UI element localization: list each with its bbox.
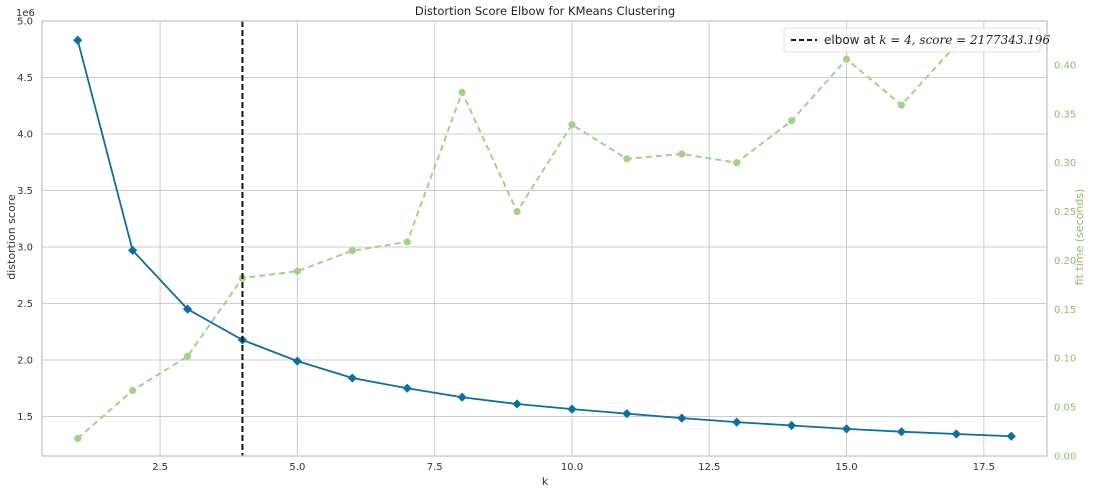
- x-tick-label: 7.5: [427, 462, 443, 473]
- x-tick-label: 2.5: [152, 462, 168, 473]
- y2-tick-label: 0.20: [1054, 256, 1076, 267]
- fit-time-point: [403, 238, 411, 246]
- y2-tick-label: 0.40: [1054, 60, 1076, 71]
- fit-time-point: [842, 55, 851, 63]
- fit-time-point: [678, 150, 686, 158]
- x-tick-label: 15.0: [835, 462, 857, 473]
- fit-time-point: [348, 247, 356, 255]
- y-tick-label: 4.0: [17, 129, 33, 140]
- distortion-point: [182, 304, 193, 314]
- y-tick-label: 2.0: [17, 355, 33, 366]
- distortion-point: [128, 245, 138, 255]
- y2-axis-ticks: 0.00 0.05 0.10 0.15 0.20 0.25 0.30 0.35 0.40: [1054, 60, 1076, 462]
- y-axis-title: distortion score: [5, 194, 18, 280]
- fit-time-point: [74, 434, 82, 443]
- plot-area: [42, 21, 1047, 456]
- y-tick-label: 1.5: [17, 412, 33, 423]
- x-tick-label: 10.0: [561, 462, 583, 473]
- fit-time-point: [293, 267, 301, 275]
- distortion-point: [841, 424, 852, 434]
- x-axis-ticks: 2.5 5.0 7.5 10.0 12.5 15.0 17.5: [152, 462, 995, 473]
- x-tick-label: 5.0: [289, 462, 305, 473]
- fit-time-point: [513, 208, 521, 216]
- fit-time-point: [733, 159, 741, 167]
- y2-tick-label: 0.25: [1054, 207, 1076, 218]
- y2-tick-label: 0.10: [1054, 354, 1076, 365]
- y-axis-ticks: 1.5 2.0 2.5 3.0 3.5 4.0 4.5 5.0: [17, 17, 33, 423]
- y2-tick-label: 0.30: [1054, 158, 1076, 169]
- plot-frame: [41, 20, 1048, 457]
- y2-tick-label: 0.05: [1054, 403, 1076, 414]
- fit-time-line: [77, 39, 1012, 440]
- distortion-point: [787, 420, 797, 431]
- x-tick-label: 12.5: [698, 462, 720, 473]
- fit-time-point: [788, 117, 796, 125]
- fit-time-point: [129, 386, 137, 395]
- y2-axis-title: fit time (seconds): [1073, 189, 1086, 286]
- distortion-point: [347, 373, 357, 383]
- y-tick-label: 4.5: [17, 73, 33, 84]
- distortion-point: [896, 427, 907, 437]
- distortion-line: [76, 39, 1012, 438]
- distortion-point: [292, 356, 302, 366]
- y2-tick-label: 0.15: [1054, 305, 1076, 316]
- y-offset-label: 1e6: [16, 8, 35, 19]
- series-layer: [73, 21, 1016, 456]
- x-tick-label: 17.5: [973, 462, 995, 473]
- fit-time-point: [458, 88, 466, 96]
- fit-time-point: [183, 352, 192, 360]
- y-tick-label: 3.5: [17, 186, 33, 197]
- legend-math: k = 4, score = 2177343.196: [879, 33, 1050, 47]
- legend-box: [783, 27, 1041, 53]
- y2-tick-label: 0.35: [1054, 109, 1076, 120]
- distortion-point: [677, 413, 687, 423]
- distortion-point: [622, 409, 632, 419]
- distortion-point: [732, 417, 742, 427]
- x-axis-title: k: [542, 475, 549, 488]
- distortion-point: [951, 429, 961, 439]
- distortion-point: [512, 399, 522, 409]
- y2-tick-label: 0.00: [1054, 452, 1076, 463]
- fit-time-point: [568, 121, 576, 129]
- fit-time-point: [623, 155, 631, 163]
- legend: elbow at k = 4, score = 2177343.196: [783, 27, 1051, 53]
- distortion-point: [73, 35, 83, 45]
- fit-time-point: [897, 101, 906, 109]
- distortion-point: [402, 383, 412, 393]
- distortion-point: [1006, 431, 1016, 441]
- y-tick-label: 5.0: [17, 17, 33, 28]
- distortion-point: [457, 392, 467, 402]
- legend-label: elbow at k = 4, score = 2177343.196: [824, 33, 1051, 47]
- grid-lines: [42, 20, 1047, 456]
- y-tick-label: 3.0: [17, 242, 33, 253]
- y-tick-label: 2.5: [17, 299, 33, 310]
- distortion-point: [567, 404, 577, 414]
- chart-title: Distortion Score Elbow for KMeans Cluste…: [415, 4, 675, 18]
- legend-prefix: elbow at: [824, 33, 879, 47]
